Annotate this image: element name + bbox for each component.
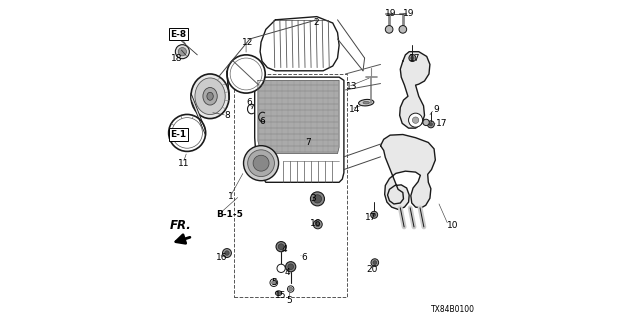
Circle shape — [409, 54, 416, 61]
Text: 7: 7 — [306, 138, 312, 147]
Text: 17: 17 — [436, 119, 447, 128]
Circle shape — [277, 264, 285, 272]
Text: FR.: FR. — [170, 219, 191, 232]
Circle shape — [223, 249, 232, 258]
Circle shape — [310, 192, 324, 206]
Circle shape — [429, 123, 433, 126]
Text: 19: 19 — [403, 9, 414, 18]
Text: 13: 13 — [346, 82, 357, 91]
Circle shape — [278, 244, 284, 250]
Circle shape — [271, 280, 276, 285]
Text: 9: 9 — [433, 105, 439, 114]
Circle shape — [285, 262, 296, 272]
Text: 20: 20 — [366, 265, 378, 275]
Circle shape — [423, 119, 429, 125]
Circle shape — [289, 287, 292, 291]
Ellipse shape — [207, 92, 213, 100]
Ellipse shape — [358, 100, 374, 106]
Circle shape — [408, 113, 422, 127]
Ellipse shape — [363, 101, 369, 104]
Circle shape — [276, 242, 286, 252]
Circle shape — [373, 261, 377, 265]
Text: TX84B0100: TX84B0100 — [431, 305, 475, 314]
Polygon shape — [255, 77, 344, 182]
Text: 15: 15 — [275, 291, 287, 300]
Text: 11: 11 — [178, 159, 189, 168]
Text: 17: 17 — [365, 213, 376, 222]
Text: 16: 16 — [310, 219, 322, 228]
Text: 16: 16 — [216, 253, 228, 262]
Text: 1: 1 — [228, 192, 234, 201]
Bar — [234, 74, 347, 297]
Polygon shape — [260, 17, 339, 71]
Ellipse shape — [277, 292, 280, 294]
Circle shape — [178, 48, 186, 56]
Circle shape — [371, 259, 379, 267]
Text: 6: 6 — [301, 253, 307, 262]
Text: 14: 14 — [349, 105, 360, 114]
Circle shape — [316, 222, 320, 227]
Circle shape — [288, 264, 294, 270]
Circle shape — [399, 26, 406, 33]
Polygon shape — [191, 93, 205, 135]
Circle shape — [270, 279, 278, 286]
Circle shape — [314, 195, 321, 203]
Text: 6: 6 — [259, 117, 265, 126]
Circle shape — [244, 146, 278, 181]
Circle shape — [248, 150, 275, 177]
Polygon shape — [399, 52, 430, 128]
Text: B-1-5: B-1-5 — [216, 210, 243, 219]
Ellipse shape — [275, 291, 282, 296]
Ellipse shape — [203, 87, 217, 105]
Text: 5: 5 — [271, 278, 277, 287]
Circle shape — [371, 211, 378, 218]
Circle shape — [314, 220, 322, 229]
Text: 4: 4 — [284, 268, 290, 277]
Ellipse shape — [195, 78, 225, 115]
Polygon shape — [227, 71, 229, 100]
Circle shape — [411, 56, 414, 60]
Circle shape — [412, 117, 419, 123]
Text: 12: 12 — [242, 38, 253, 47]
Text: 2: 2 — [313, 19, 319, 28]
Text: 17: 17 — [408, 53, 420, 62]
Circle shape — [428, 121, 435, 128]
Circle shape — [169, 115, 205, 151]
Text: 4: 4 — [282, 245, 287, 254]
Circle shape — [385, 26, 393, 33]
Text: 10: 10 — [447, 221, 459, 230]
Text: 18: 18 — [172, 53, 182, 62]
Circle shape — [227, 55, 265, 93]
Circle shape — [253, 155, 269, 171]
Text: 6: 6 — [246, 98, 252, 107]
Text: 5: 5 — [286, 296, 292, 305]
Circle shape — [287, 286, 294, 292]
Circle shape — [175, 45, 189, 59]
Polygon shape — [381, 134, 435, 209]
Text: 8: 8 — [225, 111, 230, 120]
Text: 19: 19 — [385, 9, 396, 18]
Text: E-1: E-1 — [170, 130, 186, 139]
Text: 3: 3 — [310, 194, 316, 203]
Circle shape — [372, 213, 376, 216]
Ellipse shape — [191, 74, 229, 119]
Text: E-8: E-8 — [170, 30, 186, 39]
Circle shape — [225, 251, 229, 255]
Polygon shape — [258, 80, 339, 154]
